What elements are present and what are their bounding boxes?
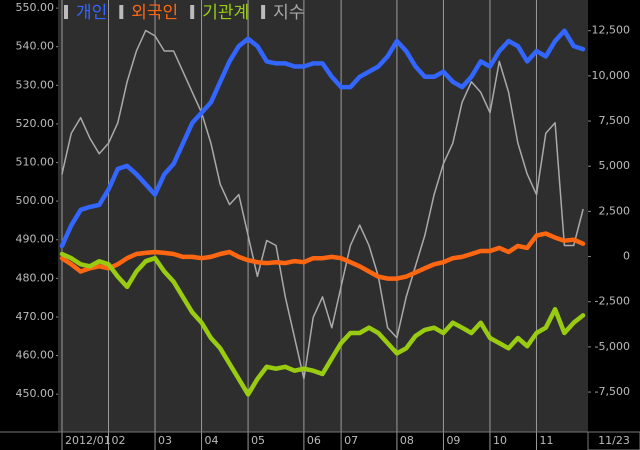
legend-label: 기관계 [202, 3, 249, 23]
x-tick-label: 06 [307, 434, 321, 447]
legend-marker [119, 5, 124, 19]
x-end-date: 11/23 [598, 434, 630, 447]
x-tick-label: 10 [493, 434, 507, 447]
x-tick-label: 03 [158, 434, 172, 447]
y2-tick-label: -7,500 [595, 385, 630, 398]
x-tick-label: 05 [251, 434, 265, 447]
y-tick-label: 480.00 [16, 271, 55, 284]
y-tick-label: 460.00 [16, 349, 55, 362]
legend: 개인 외국인 기관계 지수 [64, 3, 304, 23]
y2-tick-label: 10,000 [592, 69, 631, 82]
x-tick-label: 08 [400, 434, 414, 447]
series-line [59, 251, 586, 397]
legend-marker [190, 5, 195, 19]
plot-area [58, 0, 588, 432]
y-tick-label: 530.00 [16, 78, 55, 91]
series-line [61, 29, 584, 380]
y-tick-label: 490.00 [16, 233, 55, 246]
y-tick-label: 470.00 [16, 310, 55, 323]
x-tick-label: 02 [112, 434, 126, 447]
legend-marker [64, 5, 68, 19]
y2-tick-label: 2,500 [599, 204, 631, 217]
x-tick-label: 07 [344, 434, 358, 447]
y-tick-label: 520.00 [16, 117, 55, 130]
y2-tick-label: -2,500 [595, 295, 630, 308]
y2-tick-label: 5,000 [599, 159, 631, 172]
y2-tick-label: -5,000 [595, 340, 630, 353]
legend-marker [261, 5, 266, 19]
x-tick-label: 11 [539, 434, 553, 447]
legend-label: 개인 [76, 3, 107, 23]
y-tick-label: 550.00 [16, 1, 55, 14]
x-tick-label: 2012/01 [65, 434, 111, 447]
legend-label: 지수 [273, 3, 304, 23]
y-tick-label: 500.00 [16, 194, 55, 207]
legend-label: 외국인 [131, 3, 178, 23]
series-line [59, 231, 586, 281]
y-tick-label: 540.00 [16, 40, 55, 53]
y2-tick-label: 7,500 [599, 114, 631, 127]
x-tick-label: 09 [446, 434, 460, 447]
series-line [59, 28, 586, 249]
y-tick-label: 510.00 [16, 156, 55, 169]
y2-tick-label: 0 [623, 250, 630, 263]
y2-tick-label: 12,500 [592, 24, 631, 37]
y-tick-label: 450.00 [16, 387, 55, 400]
x-tick-label: 04 [205, 434, 219, 447]
